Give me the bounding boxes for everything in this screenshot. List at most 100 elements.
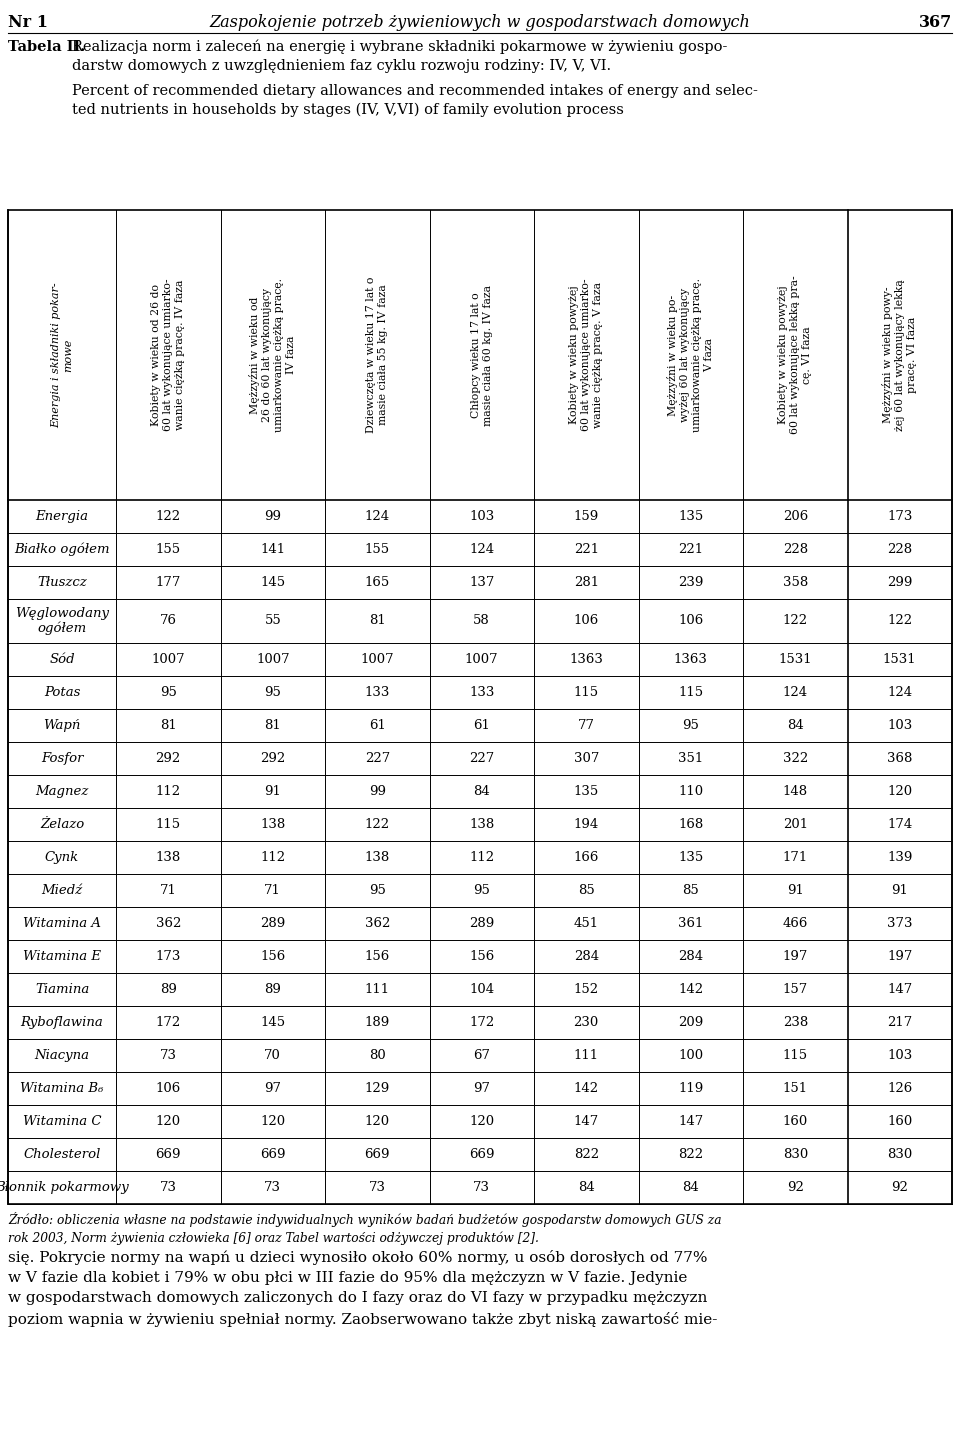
Text: Tiamina: Tiamina [35,984,89,997]
Text: 177: 177 [156,576,180,589]
Text: Miedź: Miedź [41,885,83,896]
Text: 451: 451 [574,917,599,930]
Text: Energia: Energia [36,511,88,522]
Text: 112: 112 [156,786,180,797]
Text: 281: 281 [574,576,599,589]
Text: 122: 122 [156,511,180,522]
Text: 91: 91 [264,786,281,797]
Text: 159: 159 [574,511,599,522]
Text: 73: 73 [159,1049,177,1062]
Text: Kobiety w wieku powyżej
60 lat wykonujące umiarko-
wanie ciężką pracę. V faza: Kobiety w wieku powyżej 60 lat wykonując… [569,279,603,431]
Text: 89: 89 [159,984,177,997]
Text: 120: 120 [469,1115,494,1128]
Text: 124: 124 [782,685,807,698]
Text: Węglowodany
ogółem: Węglowodany ogółem [15,607,109,636]
Text: 95: 95 [264,685,281,698]
Text: Mężzyźni w wieku po-
wyżej 60 lat wykonujący
umiarkowanie ciężką pracę.
V faza: Mężzyźni w wieku po- wyżej 60 lat wykonu… [667,278,714,432]
Text: 138: 138 [365,851,390,864]
Text: 138: 138 [469,818,494,831]
Text: 669: 669 [156,1148,181,1161]
Text: 81: 81 [160,719,177,732]
Text: 80: 80 [369,1049,386,1062]
Text: 1363: 1363 [569,653,603,666]
Text: 91: 91 [787,885,804,896]
Text: 145: 145 [260,1016,285,1029]
Text: 289: 289 [469,917,494,930]
Text: 194: 194 [574,818,599,831]
Text: Żelazo: Żelazo [40,818,84,831]
Text: 1007: 1007 [465,653,498,666]
Text: Realizacja norm i zaleceń na energię i wybrane składniki pokarmowe w żywieniu go: Realizacja norm i zaleceń na energię i w… [72,39,728,73]
Text: 147: 147 [887,984,912,997]
Text: Ryboflawina: Ryboflawina [20,1016,104,1029]
Text: 151: 151 [782,1083,807,1096]
Text: 1531: 1531 [779,653,812,666]
Text: 135: 135 [678,851,704,864]
Text: 157: 157 [782,984,808,997]
Text: 155: 155 [365,543,390,556]
Text: 373: 373 [887,917,913,930]
Text: 77: 77 [578,719,595,732]
Bar [8,210,952,1203]
Text: 165: 165 [365,576,390,589]
Text: 84: 84 [473,786,491,797]
Text: 669: 669 [469,1148,494,1161]
Text: 84: 84 [578,1181,594,1195]
Text: 106: 106 [574,614,599,627]
Text: 367: 367 [919,15,952,31]
Text: 822: 822 [678,1148,704,1161]
Text: Niacyna: Niacyna [35,1049,89,1062]
Text: 284: 284 [574,950,599,963]
Text: Chłopcy wieku 17 lat o
masie ciała 60 kg. IV faza: Chłopcy wieku 17 lat o masie ciała 60 kg… [470,285,492,425]
Text: 172: 172 [469,1016,494,1029]
Text: 124: 124 [365,511,390,522]
Text: 106: 106 [678,614,704,627]
Text: 669: 669 [365,1148,390,1161]
Text: 95: 95 [159,685,177,698]
Text: 289: 289 [260,917,285,930]
Text: 61: 61 [369,719,386,732]
Text: 830: 830 [782,1148,808,1161]
Text: Mężzyźni w wieku od
26 do 60 lat wykonujący
umiarkowanie ciężką pracę.
IV faza: Mężzyźni w wieku od 26 do 60 lat wykonuj… [250,278,297,432]
Text: 1007: 1007 [256,653,290,666]
Text: 100: 100 [678,1049,704,1062]
Text: 124: 124 [469,543,494,556]
Text: 145: 145 [260,576,285,589]
Text: 209: 209 [678,1016,704,1029]
Text: 70: 70 [264,1049,281,1062]
Text: Tłuszcz: Tłuszcz [37,576,86,589]
Text: Mężzyźni w wieku powy-
żej 60 lat wykonujący lekką
pracę. VI faza: Mężzyźni w wieku powy- żej 60 lat wykonu… [882,279,917,431]
Text: 292: 292 [156,752,180,765]
Text: 97: 97 [264,1083,281,1096]
Text: 58: 58 [473,614,491,627]
Text: 115: 115 [156,818,180,831]
Text: 168: 168 [678,818,704,831]
Text: 99: 99 [369,786,386,797]
Text: 174: 174 [887,818,912,831]
Text: 466: 466 [782,917,808,930]
Text: Witamina E: Witamina E [23,950,101,963]
Text: 85: 85 [683,885,699,896]
Text: 112: 112 [469,851,494,864]
Text: 217: 217 [887,1016,912,1029]
Text: Potas: Potas [44,685,81,698]
Text: 71: 71 [159,885,177,896]
Text: 115: 115 [574,685,599,698]
Text: 362: 362 [365,917,390,930]
Text: 76: 76 [159,614,177,627]
Text: 122: 122 [782,614,807,627]
Text: 669: 669 [260,1148,285,1161]
Text: 92: 92 [891,1181,908,1195]
Text: 362: 362 [156,917,180,930]
Text: 104: 104 [469,984,494,997]
Text: 173: 173 [156,950,180,963]
Text: 292: 292 [260,752,285,765]
Text: 133: 133 [469,685,494,698]
Text: Błonnik pokarmowy: Błonnik pokarmowy [0,1181,129,1195]
Text: 227: 227 [365,752,390,765]
Text: 322: 322 [782,752,808,765]
Text: 1531: 1531 [883,653,917,666]
Text: 120: 120 [156,1115,180,1128]
Text: Wapń: Wapń [43,719,81,732]
Text: 201: 201 [782,818,807,831]
